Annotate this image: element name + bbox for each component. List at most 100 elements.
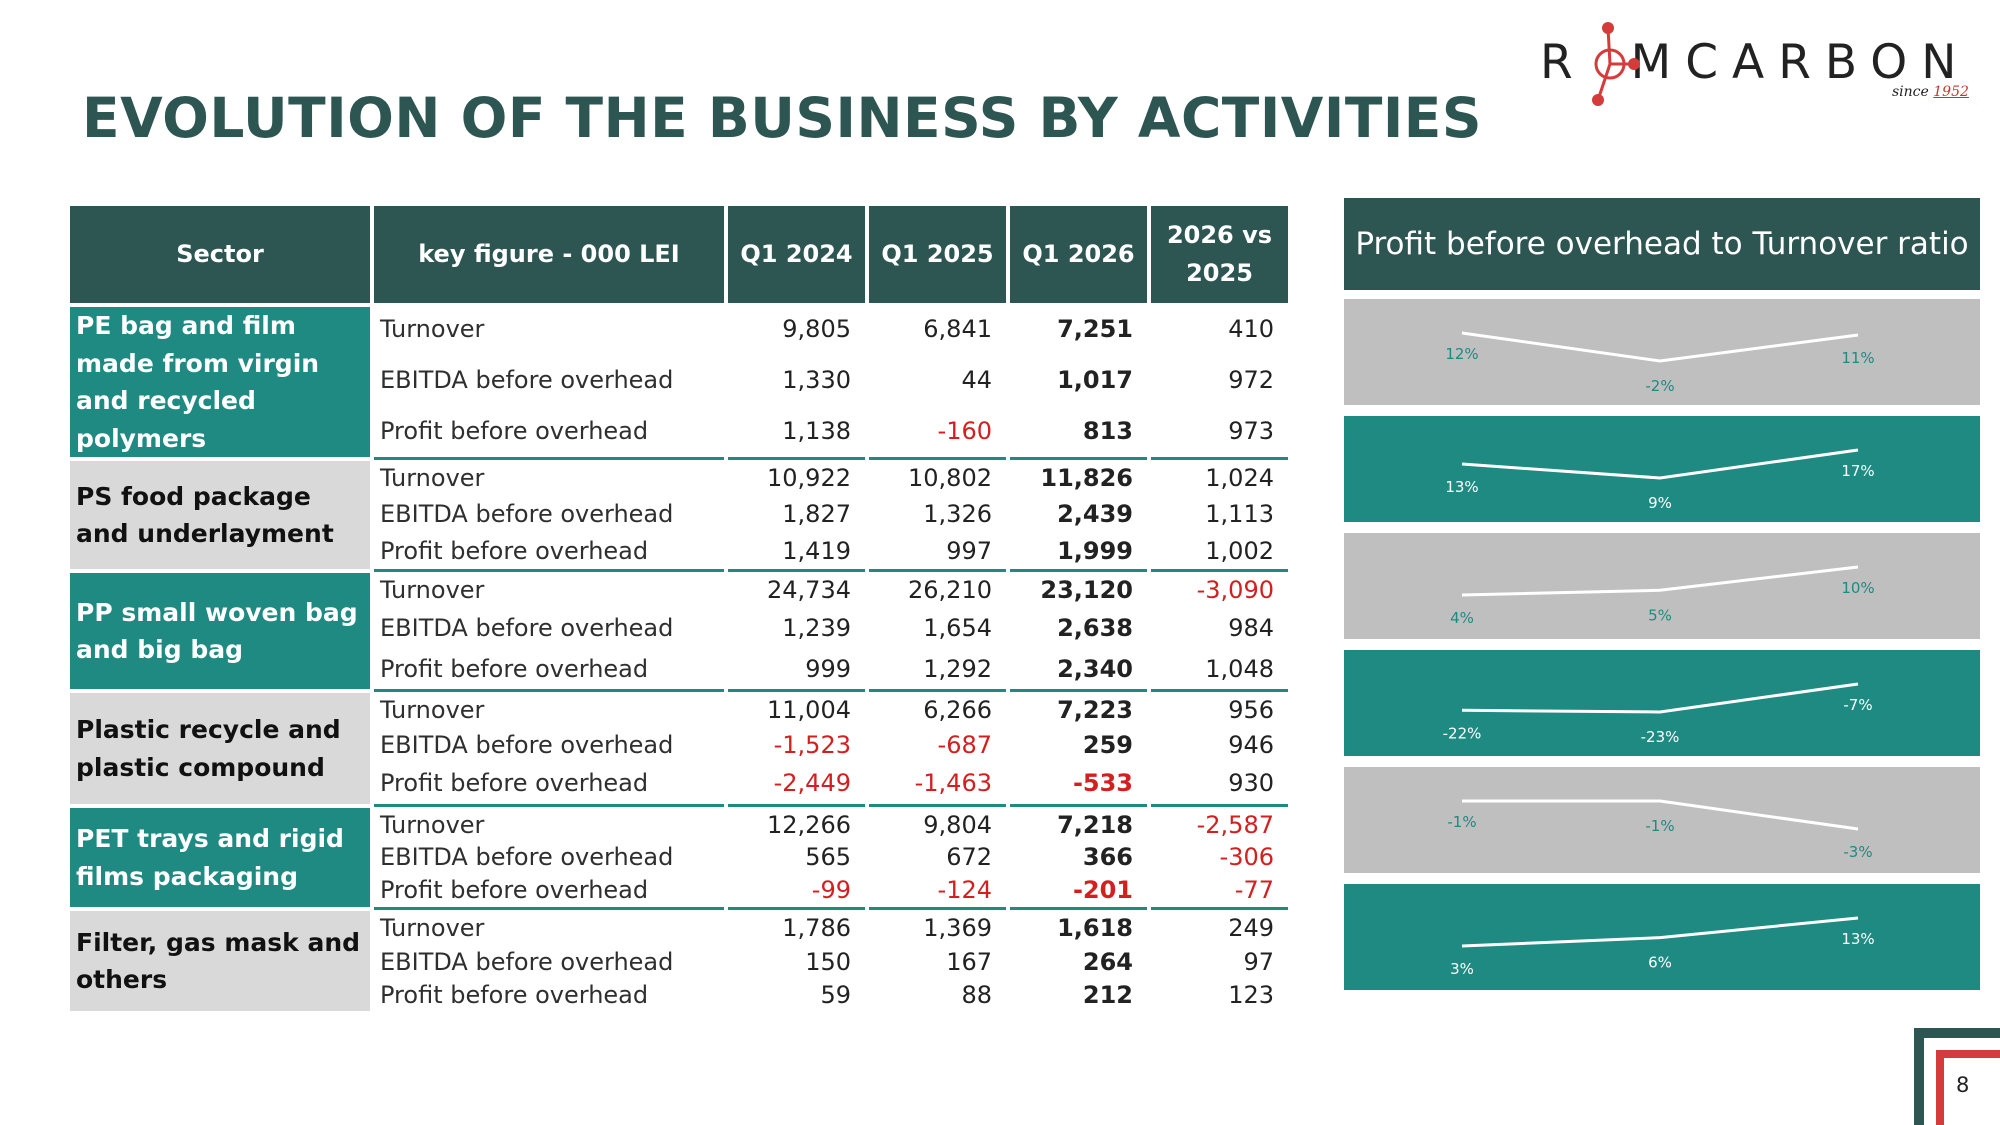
header-2026-vs-2025: 2026 vs 2025: [1151, 206, 1288, 303]
value-cell: 1,827: [782, 499, 851, 528]
key-figure-label: EBITDA before overhead: [380, 613, 674, 642]
value-cell: 1,654: [923, 613, 992, 642]
value-cell: -2,587: [1151, 804, 1288, 842]
value-cell: -77: [1234, 875, 1274, 904]
value-cell: 1,002: [1205, 536, 1274, 565]
table-row: Filter, gas mask and others Turnover 1,786…: [70, 907, 1288, 1011]
value-cell: 7,223: [1010, 689, 1147, 727]
key-figure-label: EBITDA before overhead: [380, 947, 674, 976]
header-q1-2026: Q1 2026: [1010, 206, 1147, 303]
value-cell: 150: [805, 947, 851, 976]
ratio-data-label: -23%: [1641, 728, 1680, 746]
value-cell: 1,326: [923, 499, 992, 528]
business-activities-table: Sector key figure - 000 LEI Q1 2024 Q1 2…: [66, 206, 1292, 1011]
logo-wordmark: R MCARBON: [1540, 35, 1971, 90]
key-figure-label: Profit before overhead: [380, 769, 649, 797]
value-cell: -533: [1072, 769, 1133, 797]
value-cell: 1,113: [1205, 499, 1274, 528]
ratio-data-label: -1%: [1447, 813, 1476, 831]
ratio-data-label: 13%: [1841, 930, 1874, 948]
value-cell: 59: [820, 980, 851, 1009]
ratio-data-label: 4%: [1450, 609, 1474, 627]
value-cell: 9,804: [869, 804, 1006, 842]
ratio-data-label: 13%: [1445, 478, 1478, 496]
chart-title: Profit before overhead to Turnover ratio: [1344, 198, 1980, 290]
key-figure-label: Turnover: [374, 569, 724, 607]
key-figure-label: EBITDA before overhead: [380, 730, 674, 759]
value-cell: 973: [1228, 417, 1274, 446]
value-cell: 10,922: [728, 457, 865, 495]
key-figure-label: Profit before overhead: [380, 875, 649, 904]
ratio-chart-panel: 12% -2% 11%: [1344, 299, 1980, 405]
value-cell: 167: [946, 947, 992, 976]
value-cell: 26,210: [869, 569, 1006, 607]
molecule-icon: [1592, 22, 1640, 106]
value-cell: -160: [937, 417, 992, 446]
key-figure-label: EBITDA before overhead: [380, 843, 674, 871]
key-figure-label: Turnover: [380, 314, 485, 343]
table-row: EBITDA before overhead -1,523 -687 259 946: [70, 727, 1288, 762]
value-cell: 2,439: [1057, 499, 1133, 528]
table-row: EBITDA before overhead 150 167 264 97: [70, 945, 1288, 978]
table-row: Profit before overhead 1,138 -160 813 973: [70, 406, 1288, 457]
ratio-data-label: 3%: [1450, 960, 1474, 978]
ratio-data-label: -1%: [1645, 817, 1674, 835]
value-cell: 1,419: [782, 536, 851, 565]
page-title: EVOLUTION OF THE BUSINESS BY ACTIVITIES: [82, 86, 1482, 150]
value-cell: 88: [961, 980, 992, 1009]
ratio-line-chart: -1% -1% -3%: [1447, 799, 1873, 861]
ratio-chart-panel: 4% 5% 10%: [1344, 533, 1980, 639]
key-figure-label: Turnover: [374, 457, 724, 495]
value-cell: 1,999: [1057, 536, 1133, 565]
ratio-chart-panel: -22% -23% -7%: [1344, 650, 1980, 756]
value-cell: -2,449: [773, 769, 851, 797]
value-cell: 972: [1228, 365, 1274, 394]
value-cell: 2,638: [1057, 613, 1133, 642]
ratio-series-line: [1461, 448, 1859, 480]
value-cell: 123: [1228, 980, 1274, 1009]
sector-name: PS food package and underlayment: [70, 457, 370, 569]
value-cell: -201: [1072, 875, 1133, 904]
value-cell: 11,826: [1010, 457, 1147, 495]
value-cell: 1,618: [1010, 907, 1147, 945]
value-cell: -1,523: [773, 730, 851, 759]
table-row: Profit before overhead -99 -124 -201 -77: [70, 872, 1288, 907]
sector-name: Filter, gas mask and others: [70, 907, 370, 1011]
table-row: PP small woven bag and big bag Turnover 24…: [70, 569, 1288, 689]
ratio-line-chart: 12% -2% 11%: [1445, 331, 1875, 395]
ratio-line-chart: 4% 5% 10%: [1450, 565, 1875, 627]
value-cell: 813: [1082, 417, 1133, 446]
ratio-chart-panel: -1% -1% -3%: [1344, 767, 1980, 873]
value-cell: 1,292: [923, 654, 992, 683]
ratio-data-label: 6%: [1648, 954, 1672, 972]
table-row: EBITDA before overhead 1,330 44 1,017 972: [70, 354, 1288, 405]
table-row: Profit before overhead 59 88 212 123: [70, 978, 1288, 1011]
value-cell: 249: [1151, 907, 1288, 945]
ratio-chart-panel: 3% 6% 13%: [1344, 884, 1980, 990]
romcarbon-logo: R MCARBON since 1952: [1540, 20, 1980, 110]
ratio-series-line: [1461, 916, 1859, 948]
sector-name: PE bag and film made from virgin and rec…: [70, 303, 370, 457]
value-cell: 1,369: [869, 907, 1006, 945]
ratio-data-label: -22%: [1443, 724, 1482, 742]
value-cell: 9,805: [782, 314, 851, 343]
value-cell: 7,218: [1010, 804, 1147, 842]
value-cell: 44: [961, 365, 992, 394]
page-number: 8: [1956, 1073, 1970, 1097]
key-figure-label: Turnover: [374, 804, 724, 842]
key-figure-label: EBITDA before overhead: [380, 365, 674, 394]
value-cell: 10,802: [869, 457, 1006, 495]
corner-decoration: [1914, 1028, 2000, 1125]
value-cell: -1,463: [914, 769, 992, 797]
header-q1-2024: Q1 2024: [728, 206, 865, 303]
value-cell: 1,786: [728, 907, 865, 945]
value-cell: 410: [1228, 314, 1274, 343]
value-cell: 264: [1082, 947, 1133, 976]
value-cell: 23,120: [1010, 569, 1147, 607]
value-cell: 6,841: [923, 314, 992, 343]
ratio-data-label: -3%: [1843, 843, 1872, 861]
value-cell: 1,024: [1151, 457, 1288, 495]
ratio-data-label: 5%: [1648, 606, 1672, 624]
value-cell: 1,138: [782, 417, 851, 446]
value-cell: 2,340: [1057, 654, 1133, 683]
